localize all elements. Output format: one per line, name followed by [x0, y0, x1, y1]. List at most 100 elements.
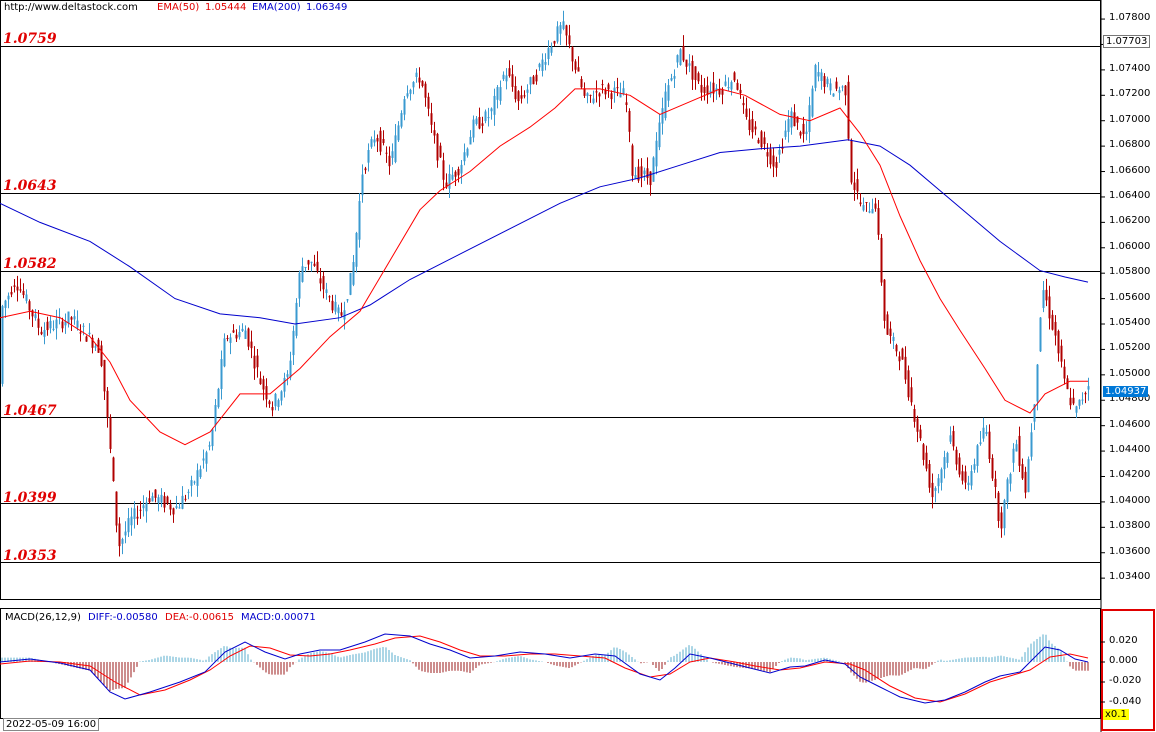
- price-axis-label: 1.04000: [1109, 494, 1151, 506]
- candle-body: [229, 337, 232, 343]
- candle-body: [349, 272, 352, 295]
- candle-body: [1003, 500, 1006, 529]
- macd-scale-tag: x0.1: [1103, 709, 1129, 720]
- candle-body: [133, 508, 136, 520]
- candle-body: [679, 49, 682, 65]
- level-label-6: 1.0353: [3, 548, 57, 564]
- macd-axis-label: 0.020: [1109, 635, 1138, 646]
- candle-body: [631, 145, 634, 176]
- candle-body: [400, 113, 403, 127]
- price-axis-label: 1.03400: [1109, 571, 1151, 583]
- macd-diff-line: [0, 633, 1089, 704]
- candle-body: [598, 93, 601, 97]
- candle-body: [865, 202, 868, 204]
- candle-body: [925, 452, 928, 469]
- candle-body: [1069, 397, 1072, 406]
- candle-body: [583, 88, 586, 96]
- candle-body: [649, 171, 652, 186]
- candle-body: [805, 131, 808, 135]
- candle-body: [643, 170, 646, 175]
- candle-body: [139, 509, 142, 511]
- candle-body: [823, 76, 826, 87]
- candle-body: [634, 175, 637, 179]
- candle-body: [913, 408, 916, 422]
- main-plot-frame: [0, 0, 1101, 600]
- candle-body: [694, 66, 697, 80]
- candle-body: [625, 102, 628, 106]
- candle-body: [475, 118, 478, 124]
- candle-body: [199, 469, 202, 478]
- candle-body: [673, 76, 676, 79]
- candle-body: [343, 310, 346, 320]
- candle-body: [394, 135, 397, 162]
- candle-body: [16, 286, 19, 291]
- candle-body: [976, 445, 979, 466]
- candle-body: [1078, 399, 1081, 406]
- candle-body: [964, 471, 967, 483]
- candle-body: [49, 320, 52, 329]
- price-axis-label: 1.06600: [1109, 164, 1151, 176]
- candle-body: [535, 74, 538, 82]
- candle-body: [436, 133, 439, 161]
- candle-body: [13, 285, 16, 287]
- candle-body: [1039, 317, 1042, 352]
- candle-body: [817, 72, 820, 77]
- candle-body: [193, 481, 196, 483]
- candle-body: [988, 431, 991, 460]
- candle-body: [796, 116, 799, 123]
- candle-body: [784, 130, 787, 137]
- candle-body: [388, 155, 391, 167]
- candle-body: [178, 507, 181, 509]
- candle-body: [421, 80, 424, 87]
- candle-body: [127, 518, 130, 533]
- candle-body: [79, 332, 82, 334]
- price-axis-label: 1.03600: [1109, 545, 1151, 557]
- price-axis-label: 1.05800: [1109, 266, 1151, 278]
- candle-body: [607, 84, 610, 90]
- candle-body: [181, 495, 184, 509]
- candle-body: [424, 83, 427, 98]
- candle-body: [244, 330, 247, 339]
- candle-body: [310, 261, 313, 263]
- candle-body: [781, 147, 784, 149]
- candle-body: [346, 299, 349, 301]
- candle-body: [118, 523, 121, 547]
- macd-dea-line: [0, 635, 1089, 703]
- candle-body: [1015, 444, 1018, 452]
- candle-body: [907, 370, 910, 398]
- macd-axis-label: -0.040: [1109, 696, 1142, 707]
- candle-body: [463, 152, 466, 162]
- candle-body: [586, 93, 589, 97]
- candle-body: [325, 289, 328, 294]
- candle-body: [559, 25, 562, 34]
- candle-body: [1045, 289, 1048, 301]
- candle-body: [235, 334, 238, 339]
- candle-body: [640, 166, 643, 177]
- candle-body: [847, 81, 850, 139]
- source-url: http://www.deltastock.com: [4, 2, 138, 13]
- candle-body: [493, 95, 496, 115]
- candle-body: [364, 168, 367, 171]
- candle-body: [910, 387, 913, 403]
- candle-body: [1042, 290, 1045, 308]
- candle-body: [451, 174, 454, 180]
- candle-body: [373, 139, 376, 143]
- candle-body: [532, 76, 535, 85]
- candle-body: [223, 338, 226, 367]
- candle-body: [595, 91, 598, 93]
- candle-body: [1006, 479, 1009, 502]
- candle-body: [367, 150, 370, 163]
- candle-body: [40, 331, 43, 335]
- candle-body: [358, 201, 361, 240]
- candle-body: [409, 89, 412, 94]
- candle-body: [430, 113, 433, 125]
- candle-body: [691, 60, 694, 80]
- candle-body: [853, 182, 856, 190]
- candle-body: [949, 435, 952, 442]
- candle-body: [298, 272, 301, 299]
- candle-body: [37, 318, 40, 328]
- candle-body: [502, 74, 505, 80]
- candle-body: [1018, 435, 1021, 466]
- candle-body: [7, 295, 10, 300]
- candle-body: [1000, 512, 1003, 529]
